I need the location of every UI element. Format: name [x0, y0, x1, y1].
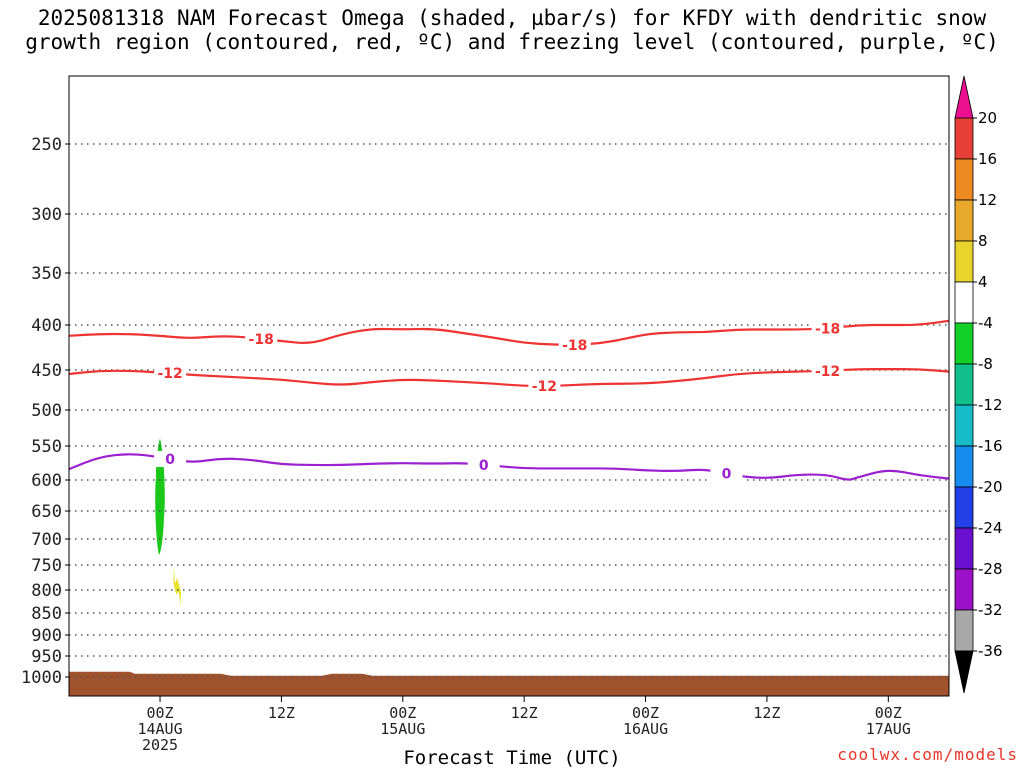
contour-label: -12: [815, 364, 840, 380]
colorbar-box: [954, 527, 974, 570]
colorbar-box: [954, 363, 974, 406]
x-tick-label: 2025: [142, 736, 178, 754]
credit-text: coolwx.com/models: [837, 745, 1018, 764]
colorbar-label: -8: [978, 355, 993, 373]
colorbar-label: 16: [978, 150, 997, 168]
contour-line: [68, 367, 950, 388]
terrain-fill: [69, 671, 949, 696]
contour-label-bg: [710, 465, 743, 482]
contour-label-bg: [245, 330, 278, 347]
y-tick-label: 1000: [21, 668, 62, 688]
title-line-2: growth region (contoured, red, ºC) and f…: [25, 30, 999, 54]
colorbar-box: [954, 117, 974, 160]
x-axis-title: Forecast Time (UTC): [403, 747, 621, 769]
colorbar-box: [954, 240, 974, 283]
x-tick-label: 12Z: [753, 704, 780, 722]
colorbar-label: 20: [978, 109, 997, 127]
contour-label: 0: [722, 467, 732, 483]
contour-label-bg: [811, 320, 844, 337]
contour-label: -18: [562, 338, 587, 354]
y-tick-label: 450: [31, 361, 62, 381]
colorbar-extend-bottom: [954, 650, 974, 694]
contour-label: 0: [479, 458, 489, 474]
x-tick-label: 16AUG: [623, 720, 668, 738]
y-tick-label: 750: [31, 556, 62, 576]
x-tick-label: 00Z: [875, 704, 902, 722]
x-tick-label: 00Z: [632, 704, 659, 722]
colorbar-box: [954, 199, 974, 242]
contour-line: [68, 453, 950, 481]
colorbar-label: -20: [978, 478, 1003, 496]
contour-label-bg: [154, 450, 187, 467]
y-tick-label: 250: [31, 135, 62, 155]
y-tick-label: 300: [31, 205, 62, 225]
y-tick-label: 800: [31, 581, 62, 601]
colorbar-label: -32: [978, 601, 1003, 619]
colorbar-label: -24: [978, 519, 1003, 537]
contour-label: -12: [158, 366, 183, 382]
x-tick-label: 17AUG: [866, 720, 911, 738]
colorbar-box: [954, 281, 974, 324]
y-tick-label: 350: [31, 264, 62, 284]
x-tick-label: 00Z: [389, 704, 416, 722]
contour-label: -12: [532, 379, 557, 395]
colorbar-label: -12: [978, 396, 1003, 414]
y-tick-label: 500: [31, 401, 62, 421]
colorbar-label: -16: [978, 437, 1003, 455]
y-tick-label: 550: [31, 437, 62, 457]
colorbar-label: 12: [978, 191, 997, 209]
x-tick-label: 14AUG: [137, 720, 182, 738]
x-tick-label: 00Z: [146, 704, 173, 722]
title-line-1: 2025081318 NAM Forecast Omega (shaded, µ…: [37, 6, 987, 30]
colorbar-label: -36: [978, 642, 1003, 660]
contour-label-bg: [558, 336, 591, 353]
y-tick-label: 700: [31, 530, 62, 550]
chart-title: 2025081318 NAM Forecast Omega (shaded, µ…: [0, 6, 1024, 54]
colorbar-box: [954, 404, 974, 447]
colorbar-label: -4: [978, 314, 993, 332]
y-tick-label: 400: [31, 316, 62, 336]
contour-label: -18: [815, 322, 840, 338]
colorbar-label: 8: [978, 232, 988, 250]
colorbar-box: [954, 568, 974, 611]
omega-shading: [155, 438, 165, 555]
y-tick-label: 950: [31, 647, 62, 667]
contour-label-bg: [528, 378, 561, 394]
colorbar-box: [954, 445, 974, 488]
x-tick-label: 12Z: [511, 704, 538, 722]
contour-line: [68, 319, 950, 346]
x-tick-label: 12Z: [268, 704, 295, 722]
colorbar-extend-top: [954, 75, 974, 119]
x-tick-label: 15AUG: [380, 720, 425, 738]
colorbar-box: [954, 609, 974, 652]
contour-label-bg: [154, 365, 187, 382]
omega-shading: [173, 566, 182, 607]
y-tick-label: 650: [31, 502, 62, 522]
y-tick-label: 900: [31, 626, 62, 646]
colorbar-label: 4: [978, 273, 988, 291]
contour-label: -18: [249, 332, 274, 348]
colorbar-box: [954, 158, 974, 201]
contour-label-bg: [467, 456, 500, 473]
plot-frame: [68, 75, 950, 697]
colorbar-box: [954, 486, 974, 529]
contour-label-bg: [811, 362, 844, 379]
colorbar-box: [954, 322, 974, 365]
contour-label: 0: [165, 452, 175, 468]
y-tick-label: 600: [31, 471, 62, 491]
colorbar-label: -28: [978, 560, 1003, 578]
y-tick-label: 850: [31, 604, 62, 624]
